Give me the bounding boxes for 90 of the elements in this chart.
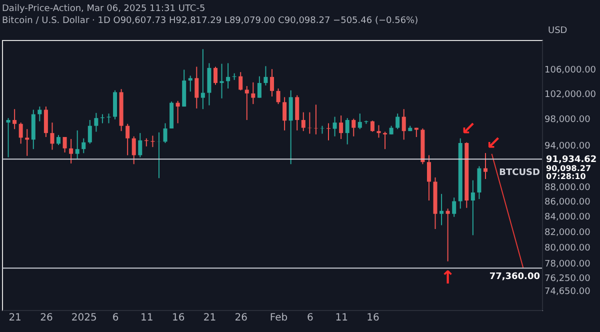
x-tick-label: 11 <box>140 312 154 324</box>
candlestick <box>6 118 10 158</box>
candlestick <box>470 180 475 236</box>
candlestick <box>138 132 142 158</box>
candlestick <box>288 90 293 165</box>
candlestick <box>132 136 136 165</box>
candlestick <box>200 48 205 110</box>
x-tick-label: 6 <box>112 312 119 324</box>
annotation: BTCUSD <box>499 168 540 178</box>
y-tick-label: 74,650.00 <box>544 287 591 298</box>
candlestick <box>126 123 130 156</box>
candlestick <box>370 120 374 132</box>
candlestick <box>402 108 406 140</box>
candlestick <box>56 134 61 146</box>
candlestick <box>176 100 180 124</box>
candlestick <box>213 66 218 86</box>
x-tick-label: 16 <box>366 312 380 324</box>
candlestick <box>452 197 456 218</box>
candlestick <box>320 125 324 134</box>
annotation: ↙ <box>486 133 502 154</box>
y-tick-label: 86,000.00 <box>544 198 591 208</box>
y-tick-label: 102,000.00 <box>544 90 596 100</box>
candlestick <box>188 75 192 92</box>
x-tick-label: 21 <box>8 312 22 324</box>
text: 90,098.27 <box>546 164 592 173</box>
ref-line-label: 77,360.00 <box>489 272 540 282</box>
candlestick <box>352 118 356 137</box>
candlestick <box>264 66 268 86</box>
x-tick-label: 21 <box>203 312 216 324</box>
x-tick-label: 26 <box>234 312 248 324</box>
x-tick-label: 2025 <box>71 312 97 324</box>
candlestick <box>163 122 168 144</box>
candlestick <box>12 108 17 130</box>
candlestick <box>270 68 274 98</box>
y-tick-label: 84,000.00 <box>544 212 591 223</box>
candlestick <box>44 106 48 138</box>
y-tick-label: 94,000.00 <box>544 142 591 152</box>
candlestick <box>88 119 92 144</box>
candlestick <box>62 136 67 153</box>
text: 07:28:10 <box>546 172 586 181</box>
y-axis-title: USD <box>548 26 568 36</box>
candlestick <box>69 138 74 164</box>
candlestick <box>345 118 350 145</box>
candlestick <box>332 116 337 137</box>
candlestick <box>18 122 23 144</box>
candlestick <box>25 128 30 156</box>
candlestick <box>376 124 381 138</box>
x-tick-label: 16 <box>172 312 185 324</box>
candlestick <box>257 76 262 98</box>
candlestick <box>358 113 362 130</box>
y-tick-label: 80,000.00 <box>544 243 591 254</box>
x-tick-label: 6 <box>306 312 314 324</box>
y-tick-label: 76,250.00 <box>544 274 591 284</box>
text: Daily-Price-Action, Mar 06, 2025 11:31 UTC-5 <box>2 4 206 14</box>
candlestick <box>314 104 318 135</box>
candlestick <box>426 154 431 201</box>
y-tick-label: 88,000.00 <box>544 183 591 194</box>
candlestick <box>194 66 199 109</box>
y-tick-label: 82,000.00 <box>544 228 591 238</box>
annotation: ↑ <box>440 267 456 288</box>
x-tick-label: 11 <box>335 312 348 324</box>
candlestick <box>383 131 388 150</box>
candlestick <box>50 122 54 150</box>
y-tick-label: 106,000.00 <box>544 66 596 76</box>
x-tick-label: 26 <box>40 312 53 324</box>
candlestick <box>396 113 400 130</box>
chart-title: Bitcoin / U.S. Dollar · 1D O90,607.73 H92,817.29 L89,079.00 C90,098.27 −505.46 (−0.56%) <box>2 16 418 26</box>
candlestick <box>446 208 450 262</box>
candlestick <box>244 86 249 120</box>
x-tick-label: Feb <box>270 312 288 324</box>
candlestick <box>220 63 224 99</box>
candlestick <box>282 96 287 131</box>
candlestick <box>82 138 86 154</box>
candlestick <box>251 82 256 105</box>
candlestick <box>440 193 444 226</box>
candlestick <box>326 122 331 141</box>
y-tick-label: 98,000.00 <box>544 115 591 126</box>
ref-line-label: 91,934.62 <box>546 155 597 166</box>
annotation: ↙ <box>460 118 476 140</box>
y-tick-label: 78,000.00 <box>544 259 591 270</box>
candlestick <box>238 72 243 91</box>
candlestick <box>75 130 80 160</box>
candlestick <box>295 94 300 131</box>
candlestick <box>276 88 280 105</box>
candlestick <box>301 112 306 132</box>
candlestick <box>226 62 230 89</box>
candlestick <box>94 112 98 132</box>
candlestick <box>38 106 42 122</box>
candlestick <box>339 114 344 140</box>
candlestick <box>483 152 488 180</box>
